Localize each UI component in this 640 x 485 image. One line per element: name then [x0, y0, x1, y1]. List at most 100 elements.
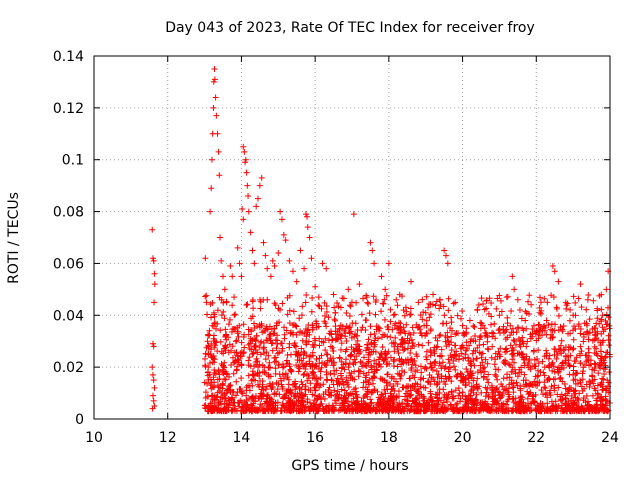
data-point: [202, 362, 209, 369]
data-point: [436, 389, 443, 396]
data-point: [307, 363, 314, 370]
data-point: [401, 405, 408, 412]
data-point: [459, 342, 466, 349]
data-point: [345, 383, 352, 390]
data-point: [353, 353, 360, 360]
data-point: [517, 382, 524, 389]
data-point: [394, 381, 401, 388]
data-point: [425, 397, 432, 404]
data-point: [337, 331, 344, 338]
data-point: [208, 314, 215, 321]
data-point: [229, 273, 236, 280]
data-point: [403, 308, 410, 315]
data-point: [489, 387, 496, 394]
data-point: [337, 372, 344, 379]
data-point: [322, 362, 329, 369]
data-point: [583, 320, 590, 327]
data-point: [454, 312, 461, 319]
data-point: [378, 334, 385, 341]
data-point: [496, 351, 503, 358]
data-point: [309, 294, 316, 301]
data-point: [574, 370, 581, 377]
data-point: [332, 323, 339, 330]
data-point: [339, 323, 346, 330]
data-point: [311, 392, 318, 399]
data-point: [214, 307, 221, 314]
data-point: [219, 380, 226, 387]
data-point: [285, 381, 292, 388]
data-point: [560, 323, 567, 330]
data-point: [205, 402, 212, 409]
data-point: [473, 396, 480, 403]
data-point: [272, 337, 279, 344]
data-point: [545, 321, 552, 328]
data-point: [589, 337, 596, 344]
data-point: [509, 408, 516, 415]
data-point: [253, 332, 260, 339]
data-point: [382, 390, 389, 397]
data-point: [300, 348, 307, 355]
data-point: [298, 312, 305, 319]
data-point: [210, 374, 217, 381]
data-point: [351, 356, 358, 363]
data-point: [484, 376, 491, 383]
data-point: [417, 312, 424, 319]
data-point: [511, 338, 518, 345]
data-point: [559, 326, 566, 333]
data-point: [354, 337, 361, 344]
data-point: [504, 293, 511, 300]
data-point: [446, 360, 453, 367]
data-point: [312, 362, 319, 369]
data-point: [571, 391, 578, 398]
data-point: [220, 369, 227, 376]
data-point: [594, 390, 601, 397]
data-point: [266, 359, 273, 366]
data-point: [505, 385, 512, 392]
data-point: [422, 402, 429, 409]
data-point: [543, 406, 550, 413]
chart-title: Day 043 of 2023, Rate Of TEC Index for r…: [165, 20, 535, 36]
data-point: [445, 391, 452, 398]
data-point: [481, 364, 488, 371]
data-point: [336, 402, 343, 409]
data-point: [367, 239, 374, 246]
data-point: [417, 383, 424, 390]
data-point: [312, 383, 319, 390]
data-point: [383, 382, 390, 389]
data-point: [260, 407, 267, 414]
data-point: [246, 408, 253, 415]
data-point: [149, 392, 156, 399]
data-point: [416, 400, 423, 407]
data-point: [504, 320, 511, 327]
data-point: [502, 360, 509, 367]
data-point: [325, 402, 332, 409]
data-point: [551, 382, 558, 389]
data-point: [309, 352, 316, 359]
data-point: [235, 333, 242, 340]
data-point: [540, 323, 547, 330]
data-point: [208, 400, 215, 407]
data-point: [432, 302, 439, 309]
data-point: [378, 391, 385, 398]
data-point: [375, 400, 382, 407]
data-point: [456, 406, 463, 413]
data-point: [256, 324, 263, 331]
data-point: [358, 327, 365, 334]
data-point: [594, 307, 601, 314]
data-point: [399, 336, 406, 343]
data-point: [592, 387, 599, 394]
data-point: [533, 337, 540, 344]
data-point: [579, 387, 586, 394]
data-point: [566, 317, 573, 324]
data-point: [284, 387, 291, 394]
data-point: [521, 362, 528, 369]
data-point: [411, 343, 418, 350]
data-point: [262, 369, 269, 376]
data-point: [591, 360, 598, 367]
data-point: [594, 382, 601, 389]
data-point: [478, 295, 485, 302]
data-point: [577, 281, 584, 288]
data-point: [246, 345, 253, 352]
data-point: [550, 294, 557, 301]
data-point: [510, 380, 517, 387]
